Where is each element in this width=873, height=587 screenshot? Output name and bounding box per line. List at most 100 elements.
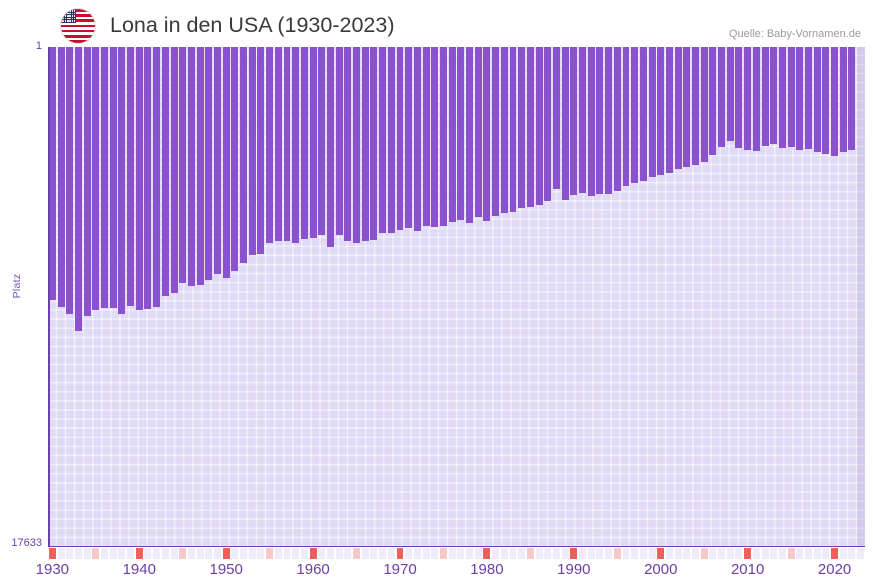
bar [379,47,387,233]
x-axis-tick [726,548,734,559]
x-axis-tick [335,548,343,559]
bar [231,47,239,271]
x-axis-tick [309,548,317,559]
x-axis-tick-label: 1960 [296,561,330,578]
bar [500,47,508,214]
x-axis-tick [857,548,865,559]
bar [144,47,152,309]
bar [109,47,117,308]
x-axis-tick-label: 1940 [122,561,156,578]
x-axis-tick [839,548,847,559]
bar [535,47,543,205]
x-axis-tick [770,548,778,559]
bar [361,47,369,241]
bar [831,47,839,157]
bar [648,47,656,178]
bar [631,47,639,183]
x-axis-tick [787,548,795,559]
bar [300,47,308,240]
x-axis-tick [552,548,560,559]
x-axis-tick [187,548,195,559]
bar [292,47,300,243]
x-axis-tick [109,548,117,559]
bar [335,47,343,235]
x-axis-tick [813,548,821,559]
x-axis-tick [778,548,786,559]
x-axis-tick-label: 1930 [35,561,70,578]
bar [709,47,717,155]
bar [752,47,760,151]
flag-stripes [61,9,95,43]
x-axis-tick [683,548,691,559]
bar [257,47,265,255]
x-axis-tick [283,548,291,559]
bar [422,47,430,227]
x-axis-tick-label: 2000 [644,561,678,578]
x-axis-tick [500,548,508,559]
bar [657,47,665,176]
x-axis-tick [396,548,404,559]
x-axis-tick [135,548,143,559]
x-axis-tick [118,548,126,559]
x-axis-tick-label: 1990 [557,561,591,578]
bar [170,47,178,293]
bar [457,47,465,220]
bar [187,47,195,286]
bar [431,47,439,228]
x-axis-tick [692,548,699,559]
y-axis-line [48,47,50,547]
x-axis-tick [353,548,361,559]
x-axis-tick-label: 1980 [470,561,504,578]
x-axis-tick [431,548,439,559]
bar [248,47,256,255]
bar [483,47,491,221]
bar [561,47,569,200]
x-axis-tick [387,548,395,559]
bar [240,47,248,263]
bar [405,47,413,229]
x-axis-tick [761,548,769,559]
bar [613,47,621,192]
x-axis-tick [127,548,135,559]
x-axis-tick [709,548,717,559]
x-axis-tick [526,548,534,559]
x-axis-tick [492,548,500,559]
x-axis-tick [744,548,752,559]
bar [735,47,743,148]
x-axis-tick [570,548,578,559]
bar [326,47,334,248]
bar [778,47,786,148]
x-axis-tick [544,548,552,559]
x-axis-tick [831,548,839,559]
x-axis-tick [596,548,604,559]
bar [639,47,647,182]
bar [266,47,274,244]
x-axis-tick [639,548,647,559]
x-axis-tick [579,548,586,559]
bar [552,47,560,189]
x-axis-tick [379,548,387,559]
bar [161,47,169,296]
bar [283,47,291,241]
bar [57,47,65,308]
page-title: Lona in den USA (1930-2023) [110,13,395,37]
bar [822,47,830,155]
x-axis-tick [231,548,239,559]
bar [309,47,317,239]
bar [474,47,482,218]
bar [805,47,812,149]
x-axis-tick [474,548,482,559]
x-axis-tick [674,548,682,559]
flag-canton [61,9,76,23]
bar [665,47,673,174]
bar [92,47,100,311]
x-axis-tick [587,548,595,559]
bar [596,47,604,194]
bar [274,47,282,241]
x-axis-tick [161,548,169,559]
x-axis-tick [318,548,326,559]
x-axis-tick [413,548,421,559]
x-axis-tick [214,548,221,559]
bar [544,47,552,201]
